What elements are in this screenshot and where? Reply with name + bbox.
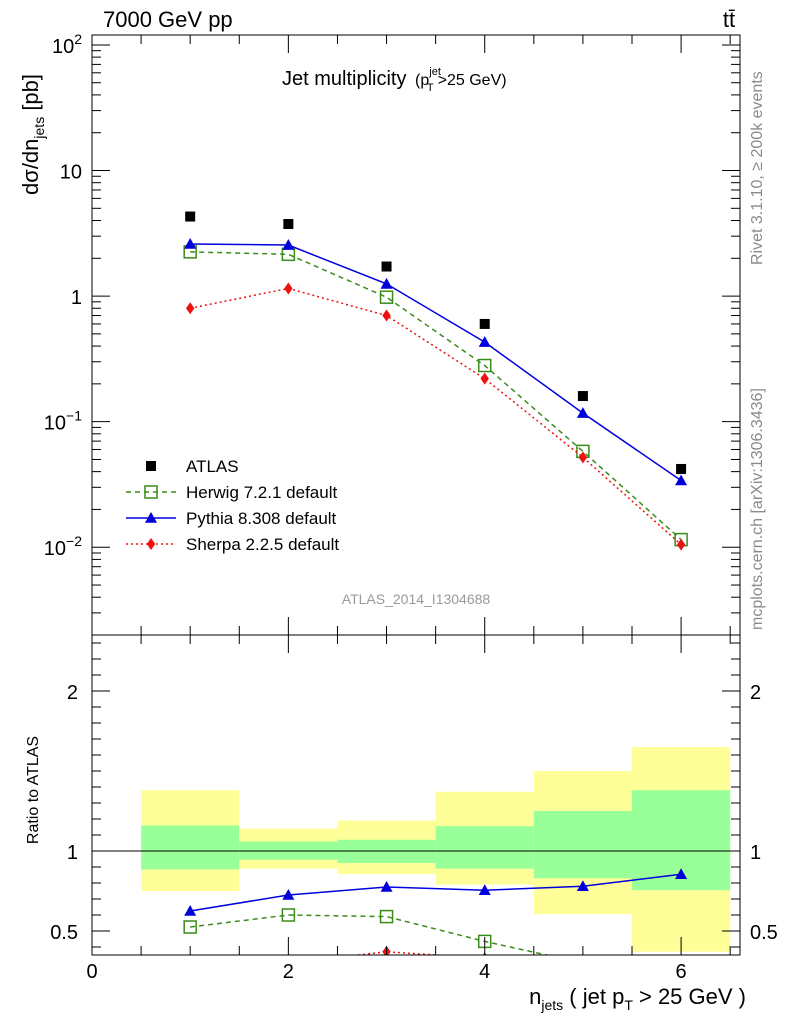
analysis-label: ATLAS_2014_I1304688 — [342, 591, 491, 607]
herwig-ratio-point — [577, 957, 589, 969]
upper-y-tick-label: 10 — [60, 162, 82, 184]
pythia-ratio-point — [576, 880, 589, 891]
side-label-mcplots: mcplots.cern.ch [arXiv:1306.3436] — [749, 388, 766, 630]
x-tick-label: 6 — [676, 961, 687, 983]
pythia-ratio-point — [675, 868, 688, 879]
pythia-point — [675, 474, 688, 486]
herwig-ratio-point — [379, 909, 394, 924]
pythia-point — [184, 237, 197, 249]
legend-pythia-marker — [145, 512, 157, 523]
ratio-stat-uncertainty-band — [533, 811, 632, 879]
legend: ATLAS Herwig 7.2.1 default Pythia 8.308 de… — [126, 457, 339, 554]
legend-sherpa-label: Sherpa 2.2.5 default — [186, 535, 339, 554]
sherpa-ratio-line — [351, 951, 448, 955]
ratio-panel: 0.5 0.5 1 1 2 2 Ratio to ATLAS — [25, 634, 778, 987]
header-energy-label: 7000 GeV pp — [103, 7, 233, 32]
sherpa-point — [382, 309, 391, 322]
pythia-line — [190, 243, 682, 482]
x-tick-label: 4 — [479, 961, 490, 983]
atlas-point — [185, 211, 196, 222]
legend-sherpa-marker — [146, 538, 156, 550]
pythia-ratio-point — [282, 889, 295, 900]
herwig-ratio-line — [190, 914, 551, 955]
chart-title: Jet multiplicity (pjet T >25 GeV) — [282, 66, 507, 94]
herwig-point — [379, 290, 394, 304]
chart-title-open: ( — [415, 72, 421, 89]
pythia-point — [380, 277, 393, 289]
upper-y-tick-label: 1 — [71, 287, 82, 309]
upper-y-tick-label: 102 — [52, 31, 82, 58]
atlas-point — [676, 463, 687, 474]
x-axis-label: njets ( jet pT > 25 GeV ) — [529, 984, 746, 1013]
upper-y-tick-label: 10−1 — [44, 408, 82, 435]
atlas-point — [479, 318, 490, 329]
sherpa-ratio-point — [579, 965, 587, 977]
pythia-point — [282, 239, 295, 250]
chart-title-suffix: >25 GeV) — [438, 72, 507, 89]
pythia-ratio-point — [184, 905, 197, 916]
pythia-ratio-point — [380, 881, 393, 892]
upper-y-tick-label: 10−2 — [44, 533, 82, 560]
sherpa-point — [185, 302, 195, 315]
legend-atlas-marker — [146, 461, 156, 471]
herwig-line — [190, 251, 682, 541]
upper-panel: 10−2 10−1 1 10 102 Jet multiplicity (pjet T >2… — [18, 31, 741, 636]
ratio-y-tick-label-right: 1 — [750, 842, 761, 864]
pythia-point — [478, 336, 491, 347]
pythia-ratio-point — [478, 884, 491, 895]
chart-title-pt-sup: jet — [428, 66, 441, 78]
sherpa-point — [676, 538, 686, 551]
legend-herwig-marker — [144, 485, 158, 499]
x-tick-label: 0 — [86, 961, 97, 983]
ratio-y-tick-label-left: 1 — [67, 842, 78, 864]
sherpa-point — [578, 451, 588, 464]
atlas-point — [381, 261, 392, 272]
sherpa-ratio-point — [186, 975, 194, 987]
legend-pythia-label: Pythia 8.308 default — [186, 509, 337, 528]
atlas-point — [283, 219, 294, 230]
legend-atlas-label: ATLAS — [186, 457, 239, 476]
chart-title-pt: p — [420, 72, 429, 89]
legend-herwig-label: Herwig 7.2.1 default — [186, 483, 337, 502]
header-process-label: tt̄ — [723, 7, 735, 32]
ratio-y-tick-label-left: 2 — [67, 682, 78, 704]
atlas-point — [577, 391, 588, 402]
ratio-y-axis-label: Ratio to ATLAS — [25, 736, 42, 844]
ratio-panel-frame — [91, 634, 741, 956]
herwig-ratio-point — [183, 920, 197, 934]
x-tick-label: 2 — [283, 961, 294, 983]
upper-y-axis-label: dσ/dnjets [pb] — [18, 74, 47, 195]
chart-title-main: Jet multiplicity — [282, 68, 406, 90]
ratio-y-tick-label-right: 0.5 — [750, 922, 778, 944]
ratio-y-tick-label-right: 2 — [750, 682, 761, 704]
pythia-point — [576, 407, 589, 418]
sherpa-point — [284, 282, 293, 295]
chart-title-pt-sub: T — [427, 82, 434, 94]
sherpa-point — [480, 372, 489, 385]
ratio-y-tick-label-left: 0.5 — [50, 922, 78, 944]
pythia-ratio-line — [190, 873, 682, 912]
side-label-rivet: Rivet 3.1.10, ≥ 200k events — [749, 71, 766, 265]
herwig-point — [477, 358, 492, 373]
sherpa-line — [190, 287, 682, 546]
ratio-stat-uncertainty-band — [141, 825, 240, 870]
herwig-ratio-point — [281, 908, 296, 922]
ratio-stat-uncertainty-band — [435, 826, 534, 869]
